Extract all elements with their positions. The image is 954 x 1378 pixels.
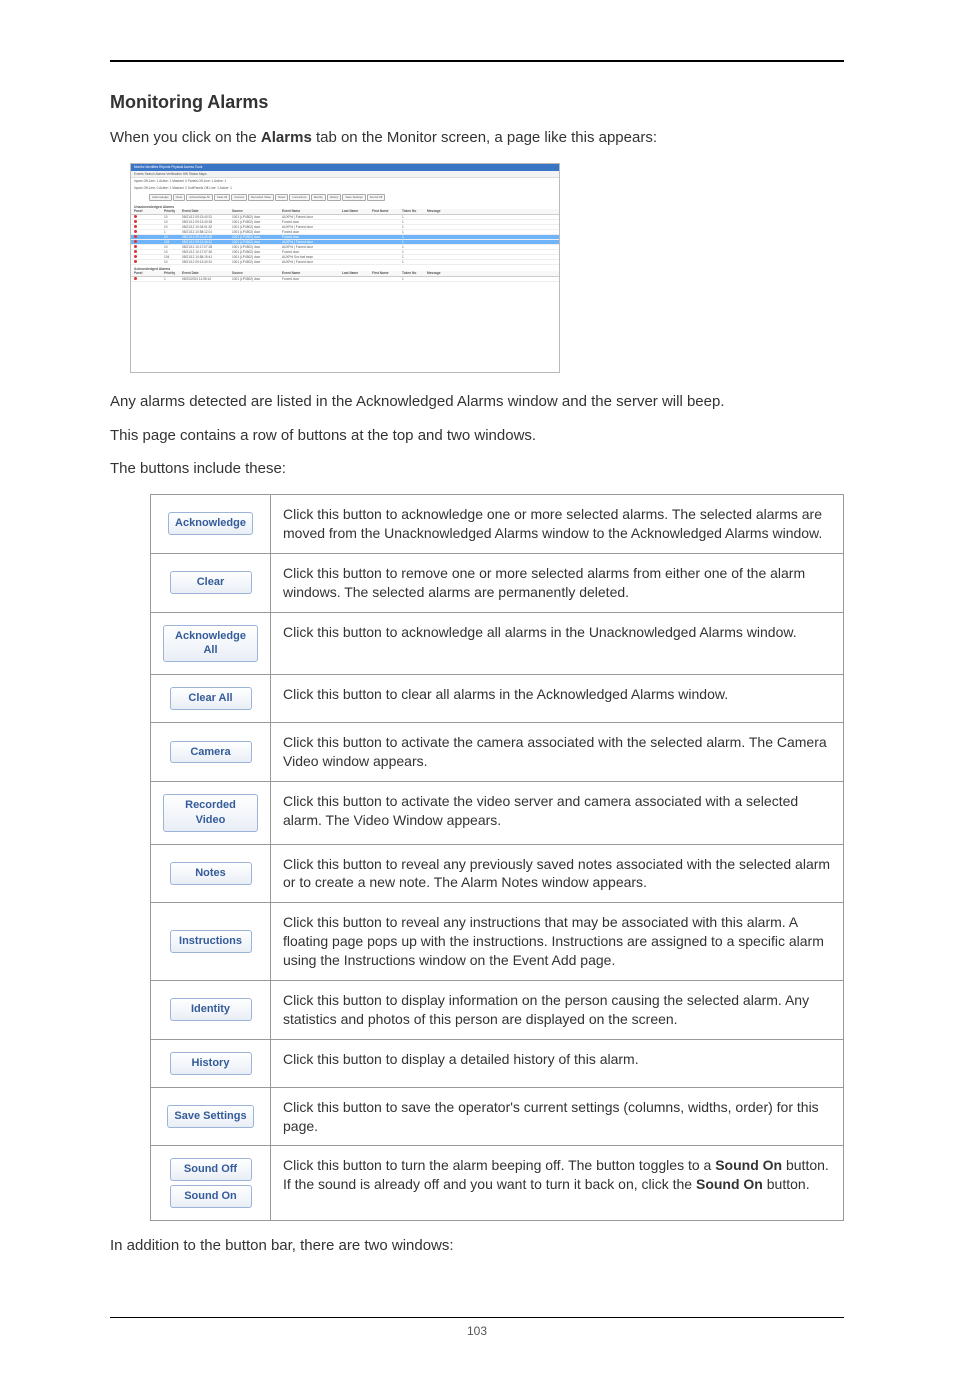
def-button-cell: Acknowledge All [151,612,271,675]
shot-btn: Recorded Video [248,194,274,201]
shot-toptabs: Monitor Identities Reports Physical Acce… [131,164,559,171]
def-button-cell: Notes [151,844,271,903]
intro-paragraph: When you click on the Alarms tab on the … [110,127,844,149]
ui-button-sample: Notes [170,862,252,885]
shot-btn: Identity [311,194,326,201]
def-button-cell: Sound Off Sound On [151,1146,271,1221]
def-description: Click this button to acknowledge all ala… [271,612,844,675]
ui-button-sample: History [170,1052,252,1075]
ui-button-sample: Save Settings [167,1105,253,1128]
para3: The buttons include these: [110,458,844,480]
shot-status2: Inputs Off-Line: 0 Active: 1 Masked: 0 S… [131,185,559,192]
def-description: Click this button to display a detailed … [271,1039,844,1087]
def-button-cell: Acknowledge [151,495,271,554]
ui-button-sample: Clear [170,571,252,594]
shot-table1: PanelPriorityEvent DateSourceEvent NameL… [131,209,559,265]
shot-btn: Notes [275,194,288,201]
shot-btn: Save Settings [342,194,365,201]
shot-btn: History [327,194,342,201]
page-heading: Monitoring Alarms [110,92,844,113]
def-description: Click this button to activate the camera… [271,723,844,782]
def-description: Click this button to remove one or more … [271,553,844,612]
shot-btn: Sound Off [367,194,386,201]
para4: In addition to the button bar, there are… [110,1235,844,1257]
shot-btn: Acknowledge All [186,194,212,201]
ui-button-sample: Sound Off [170,1158,252,1181]
shot-btn: Clear All [214,194,230,201]
alarms-screenshot: Monitor Identities Reports Physical Acce… [130,163,560,373]
shot-btn: Clear [173,194,186,201]
def-description: Click this button to reveal any previous… [271,844,844,903]
ui-button-sample: Identity [170,998,252,1021]
para1: Any alarms detected are listed in the Ac… [110,391,844,413]
def-description: Click this button to turn the alarm beep… [271,1146,844,1221]
intro-post: tab on the Monitor screen, a page like t… [312,129,657,146]
ui-button-sample: Acknowledge All [163,625,258,663]
def-description: Click this button to save the operator's… [271,1087,844,1146]
ui-button-sample: Clear All [170,687,252,710]
shot-subtabs: Events Search Alarms Verification HW Sta… [131,171,559,178]
page-number: 103 [110,1324,844,1338]
ui-button-sample: Sound On [170,1185,252,1208]
def-button-cell: Instructions [151,903,271,981]
intro-pre: When you click on the [110,129,261,146]
ui-button-sample: Camera [170,741,252,764]
para2: This page contains a row of buttons at t… [110,425,844,447]
shot-table2: PanelPriorityEvent DateSourceEvent NameL… [131,271,559,282]
ui-button-sample: Recorded Video [163,794,258,832]
def-button-cell: Recorded Video [151,781,271,844]
def-button-cell: Camera [151,723,271,782]
def-description: Click this button to display information… [271,981,844,1040]
def-description: Click this button to activate the video … [271,781,844,844]
def-description: Click this button to acknowledge one or … [271,495,844,554]
def-button-cell: Clear All [151,675,271,723]
button-definitions-table: Acknowledge Click this button to acknowle… [150,494,844,1221]
shot-button-row: AcknowledgeClearAcknowledge AllClear All… [131,192,559,203]
shot-status1: Inputs Off-Line: 1 Active: 1 Masked: 0 P… [131,178,559,185]
ui-button-sample: Acknowledge [168,512,253,535]
shot-btn: Camera [231,194,247,201]
def-description: Click this button to clear all alarms in… [271,675,844,723]
shot-btn: Acknowledge [149,194,172,201]
def-button-cell: Identity [151,981,271,1040]
def-button-cell: History [151,1039,271,1087]
intro-bold: Alarms [261,129,312,146]
def-description: Click this button to reveal any instruct… [271,903,844,981]
def-button-cell: Clear [151,553,271,612]
shot-btn: Instructions [289,194,309,201]
def-button-cell: Save Settings [151,1087,271,1146]
ui-button-sample: Instructions [170,930,252,953]
